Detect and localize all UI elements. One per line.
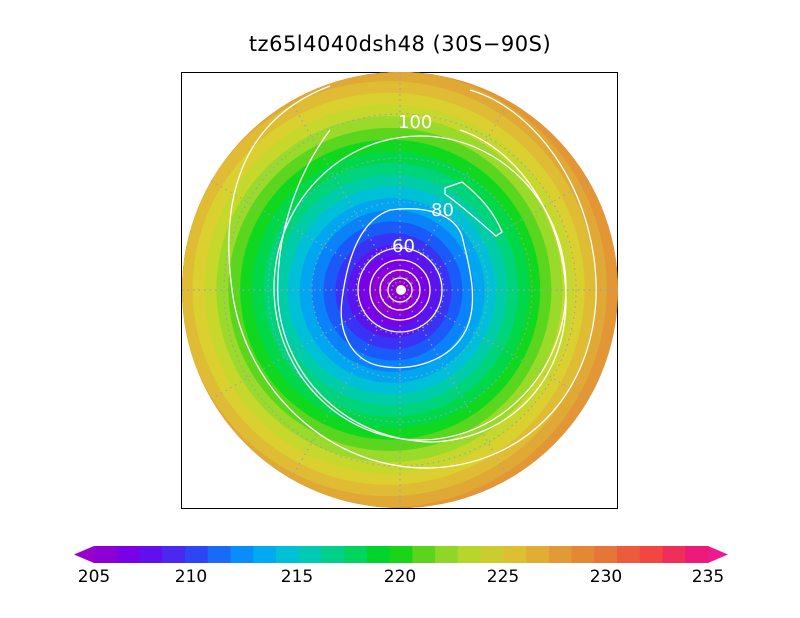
contour-line: [228, 85, 597, 469]
contour-label-100: 100: [398, 112, 432, 133]
colorbar: [74, 546, 728, 563]
contour-label-60: 60: [392, 236, 415, 257]
colorbar-swatch: [571, 546, 595, 563]
contour-line: [369, 259, 431, 321]
contour-line: [387, 277, 413, 303]
colorbar-swatch: [184, 546, 209, 563]
colorbar-swatch: [253, 546, 277, 563]
contour-lines: [228, 85, 597, 469]
colorbar-swatch: [594, 546, 618, 563]
colorbar-swatch: [116, 546, 140, 563]
colorbar-swatch: [139, 546, 163, 563]
colorbar-swatch: [457, 546, 482, 563]
colorbar-swatch: [685, 546, 709, 563]
colorbar-swatch: [366, 546, 391, 563]
colorbar-swatch: [662, 546, 686, 563]
colorbar-swatch: [617, 546, 641, 563]
contour-line: [444, 181, 503, 237]
colorbar-swatch: [480, 546, 504, 563]
colorbar-swatch: [412, 546, 436, 563]
colorbar-swatch: [503, 546, 527, 563]
colorbar-swatch: [389, 546, 413, 563]
shade-band: [371, 268, 419, 316]
contour-line: [379, 269, 421, 311]
latitude-circle: [355, 245, 445, 335]
colorbar-swatch: [298, 546, 322, 563]
temperature-shading: [182, 72, 618, 508]
contour-line: [357, 247, 443, 333]
colorbar-tick-label: 230: [589, 567, 623, 587]
colorbar-swatch: [275, 546, 300, 563]
longitude-line: [210, 180, 590, 400]
latitude-circle: [267, 157, 533, 423]
colorbar-swatch: [230, 546, 254, 563]
colorbar-swatch: [639, 546, 664, 563]
colorbar-swatch: [207, 546, 231, 563]
colorbar-min-arrow: [74, 546, 94, 563]
longitude-line: [290, 100, 510, 480]
colorbar-tick-label: 210: [174, 567, 208, 587]
colorbar-swatch: [94, 546, 118, 563]
colorbar-tick-label: 235: [691, 567, 725, 587]
contour-line: [396, 285, 406, 295]
colorbar-swatch: [435, 546, 459, 563]
lat-lon-grid: [182, 72, 618, 508]
latitude-circle: [311, 201, 489, 379]
contour-labels: 100 80 60: [392, 112, 454, 257]
map-title: tz65l4040dsh48 (30S−90S): [248, 32, 552, 56]
longitude-line: [290, 100, 510, 480]
colorbar-tick-label: 215: [280, 567, 314, 587]
colorbar-tick-label: 220: [383, 567, 417, 587]
colorbar-max-arrow: [708, 546, 728, 563]
contour-line: [340, 208, 474, 369]
contour-label-80: 80: [431, 200, 454, 221]
colorbar-swatch: [162, 546, 186, 563]
colorbar-swatch: [548, 546, 573, 563]
colorbar-swatch: [526, 546, 550, 563]
colorbar-swatch: [321, 546, 345, 563]
colorbar-tick-label: 225: [486, 567, 520, 587]
longitude-line: [210, 180, 590, 400]
colorbar-swatch: [344, 546, 368, 563]
colorbar-tick-label: 205: [77, 567, 111, 587]
contour-line: [277, 129, 567, 443]
